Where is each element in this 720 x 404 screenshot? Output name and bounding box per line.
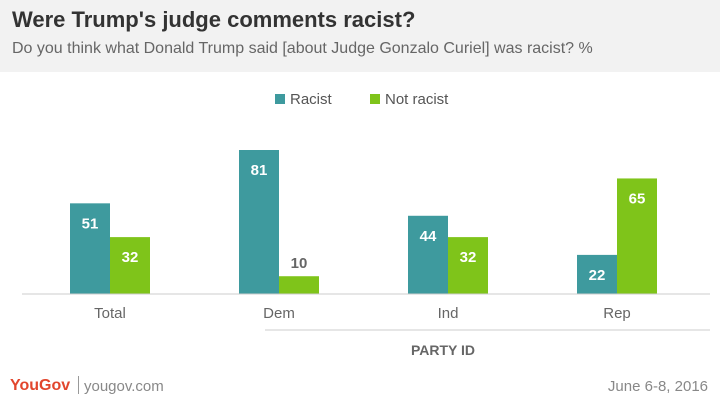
bar-dem-not-racist	[279, 276, 319, 294]
bar-total-racist	[70, 203, 110, 294]
footer-date: June 6-8, 2016	[607, 378, 708, 395]
data-label-total-not-racist: 32	[122, 249, 139, 266]
header-band: Were Trump's judge comments racist? Do y…	[0, 0, 720, 72]
chart-title: Were Trump's judge comments racist?	[12, 7, 416, 32]
data-label-ind-racist: 44	[420, 228, 437, 245]
yougov-logo: YouGov	[10, 377, 71, 394]
data-label-rep-not-racist: 65	[629, 190, 646, 207]
bar-total-not-racist	[110, 237, 150, 294]
x-tick-label-rep: Rep	[603, 305, 631, 322]
party-id-group-label: PARTY ID	[411, 342, 475, 358]
footer-divider	[78, 376, 79, 394]
value-labels-group: 51 32 81 10 44 32 22 65	[82, 162, 646, 284]
legend-label-not-racist: Not racist	[385, 91, 449, 108]
data-label-dem-racist: 81	[251, 162, 268, 179]
x-tick-label-ind: Ind	[438, 305, 459, 322]
bar-rep-not-racist	[617, 178, 657, 294]
bars-group	[70, 150, 657, 294]
legend-swatch-racist	[275, 94, 285, 104]
data-label-rep-racist: 22	[589, 267, 606, 284]
footer-site-link[interactable]: yougov.com	[84, 378, 164, 395]
x-tick-label-total: Total	[94, 305, 126, 322]
bar-chart: Racist Not racist 51 32 81 10 44 32 22 65 Total D…	[22, 91, 710, 358]
bar-ind-racist	[408, 215, 448, 294]
bar-dem-racist	[239, 150, 279, 294]
bar-ind-not-racist	[448, 237, 488, 294]
legend-label-racist: Racist	[290, 91, 333, 108]
data-label-total-racist: 51	[82, 215, 99, 232]
x-tick-label-dem: Dem	[263, 305, 295, 322]
data-label-dem-not-racist: 10	[291, 255, 308, 272]
data-label-ind-not-racist: 32	[460, 249, 477, 266]
x-tick-labels-group: Total Dem Ind Rep	[94, 305, 631, 322]
bar-rep-racist	[577, 254, 617, 294]
legend-swatch-not-racist	[370, 94, 380, 104]
chart-subtitle: Do you think what Donald Trump said [abo…	[12, 40, 593, 57]
chart-legend: Racist Not racist	[275, 91, 449, 108]
